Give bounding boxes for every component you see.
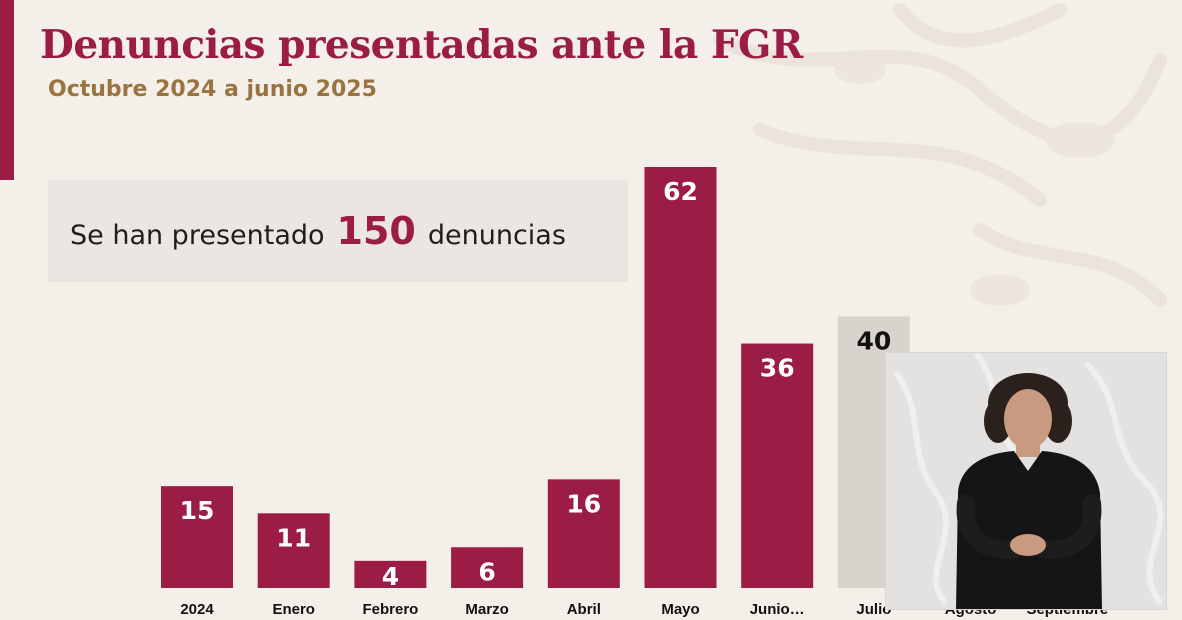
summary-total: 150 (336, 209, 416, 253)
category-label: 2024 (180, 601, 214, 618)
title-accent-bar (0, 0, 14, 180)
bar-value-label: 62 (663, 177, 698, 206)
chart-title: Denuncias presentadas ante la FGR (40, 22, 803, 68)
category-label: Febrero (362, 601, 418, 618)
category-label: Enero (272, 601, 315, 618)
summary-suffix: denuncias (427, 220, 566, 251)
summary-prefix: Se han presentado (70, 220, 325, 251)
bar-junio (741, 343, 814, 588)
bar-marzo (451, 547, 524, 588)
bar-value-label: 4 (382, 562, 399, 591)
category-label: Marzo (465, 601, 508, 618)
bar-febrero (354, 560, 427, 588)
chart-subtitle: Octubre 2024 a junio 2025 (48, 77, 377, 102)
sign-language-interpreter-video (885, 352, 1167, 610)
category-label: Mayo (661, 601, 699, 618)
bar-value-label: 40 (857, 326, 892, 355)
category-label: Abril (567, 601, 601, 618)
summary-callout: Se han presentado 150 denuncias (48, 180, 628, 282)
bar-mayo (644, 167, 717, 588)
bar-2024 (161, 486, 233, 588)
bar-value-label: 15 (180, 496, 215, 525)
sign-language-interpreter-icon (886, 353, 1166, 609)
category-label: Julio (856, 601, 891, 618)
bar-abril (547, 479, 620, 588)
bar-value-label: 36 (760, 354, 795, 383)
bar-value-label: 11 (276, 523, 311, 552)
bar-value-label: 6 (478, 557, 495, 586)
summary-text: Se han presentado 150 denuncias (70, 209, 566, 253)
bar-value-label: 16 (566, 489, 601, 518)
bar-enero (257, 513, 330, 588)
category-label: Junio… (750, 601, 805, 618)
